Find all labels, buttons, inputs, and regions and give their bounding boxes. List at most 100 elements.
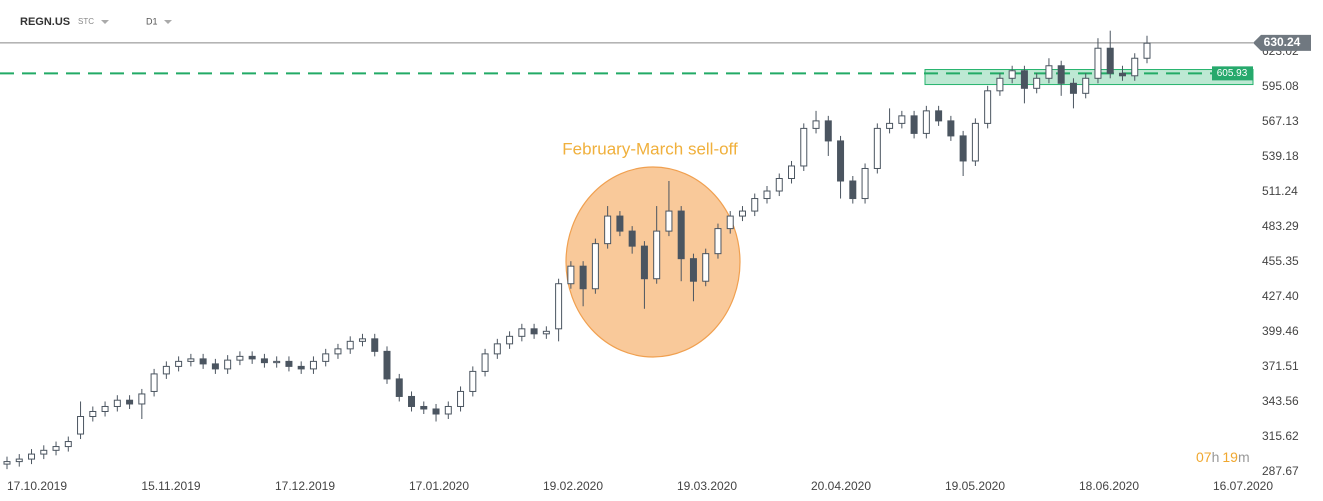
candle-body (971, 122, 979, 162)
candle-body (910, 115, 918, 134)
candle-body (101, 405, 109, 412)
y-tick-label: 511.24 (1262, 184, 1298, 198)
candle-body (947, 120, 955, 137)
caret[interactable] (101, 20, 109, 24)
symbol: REGN.US (20, 16, 70, 28)
candle-body (162, 365, 170, 375)
y-tick-label: 483.29 (1262, 219, 1299, 233)
candle-body (126, 399, 134, 405)
candle-body (1082, 77, 1090, 94)
candle-body (542, 330, 550, 335)
annotation: February-March sell-off (562, 139, 738, 158)
candle-body (395, 378, 403, 397)
candle-body (1069, 82, 1077, 94)
y-tick-label: 287.67 (1262, 464, 1299, 478)
candle-body (506, 335, 514, 345)
candle-body (616, 215, 624, 232)
candle-body (1143, 42, 1151, 59)
candle-body (530, 328, 538, 335)
candle-body (873, 127, 881, 169)
candle-body (677, 210, 685, 260)
candle-body (408, 395, 416, 407)
candle-body (211, 363, 219, 370)
price-label-box (1253, 34, 1311, 51)
timer: 07h 19m (1196, 449, 1250, 465)
candle-body (493, 343, 501, 355)
y-tick-label: 343.56 (1262, 394, 1299, 408)
candle-body (861, 167, 869, 200)
candle-body (199, 358, 207, 365)
x-tick-label: 19.05.2020 (945, 479, 1005, 493)
x-tick-label: 17.10.2019 (7, 479, 67, 493)
candle-body (371, 338, 379, 352)
candle-body (3, 461, 11, 465)
caret[interactable] (164, 20, 172, 24)
level-label: 605.93 (1217, 68, 1248, 79)
candle-body (89, 410, 97, 417)
candle-body (763, 190, 771, 200)
candle-body (959, 135, 967, 162)
candle-body (567, 265, 575, 285)
candle-body (714, 228, 722, 255)
candle-body (40, 449, 48, 455)
candle-body (886, 122, 894, 129)
candle-body (1057, 65, 1065, 84)
candle-body (996, 77, 1004, 92)
y-tick-label: 427.40 (1262, 289, 1299, 303)
candle-body (334, 348, 342, 355)
candle-body (187, 358, 195, 362)
candle-body (150, 373, 158, 392)
candle-body (800, 127, 808, 167)
candle-body (1094, 47, 1102, 79)
candle-body (273, 360, 281, 364)
candle-body (702, 253, 710, 282)
x-tick-label: 17.01.2020 (409, 479, 469, 493)
candle-body (591, 243, 599, 290)
y-tick-label: 595.08 (1262, 79, 1299, 93)
candle-body (481, 353, 489, 372)
candle-body (1033, 77, 1041, 89)
candle-body (824, 120, 832, 142)
candle-body (420, 405, 428, 410)
candle-body (28, 453, 36, 460)
candle-body (518, 328, 526, 337)
candle-body (64, 441, 72, 448)
candle-body (260, 358, 268, 364)
candle-body (898, 115, 906, 124)
candle-body (738, 210, 746, 217)
candle-body (113, 399, 121, 407)
candle-body (604, 215, 612, 245)
candle-body (812, 120, 820, 129)
candle-body (432, 408, 440, 415)
candle-body (52, 446, 60, 451)
x-tick-label: 16.07.2020 (1213, 479, 1273, 493)
x-tick-label: 19.02.2020 (543, 479, 603, 493)
candle-body (358, 338, 366, 342)
candle-body (138, 393, 146, 405)
candle-body (322, 353, 330, 362)
y-tick-label: 567.13 (1262, 114, 1299, 128)
candle-body (665, 210, 673, 232)
candle-body (849, 180, 857, 200)
x-tick-label: 20.04.2020 (811, 479, 871, 493)
candle-body (248, 355, 256, 360)
candle-body (922, 110, 930, 134)
candle-body (1008, 70, 1016, 79)
candle-body (726, 215, 734, 230)
y-tick-label: 399.46 (1262, 324, 1299, 338)
candle-body (457, 390, 465, 407)
candle-body (383, 350, 391, 380)
candle-body (555, 283, 563, 330)
candle-body (1020, 70, 1028, 89)
y-tick-label: 371.51 (1262, 359, 1299, 373)
interval-selector[interactable]: D1 (146, 16, 158, 26)
type-selector[interactable]: STC (78, 17, 94, 26)
candle-body (689, 258, 697, 282)
price-label: 630.24 (1264, 35, 1301, 49)
candle-body (1118, 72, 1126, 77)
candle-body (15, 458, 23, 463)
highlight-circle (565, 166, 741, 358)
candle-body (628, 230, 636, 247)
candle-body (1106, 47, 1114, 74)
